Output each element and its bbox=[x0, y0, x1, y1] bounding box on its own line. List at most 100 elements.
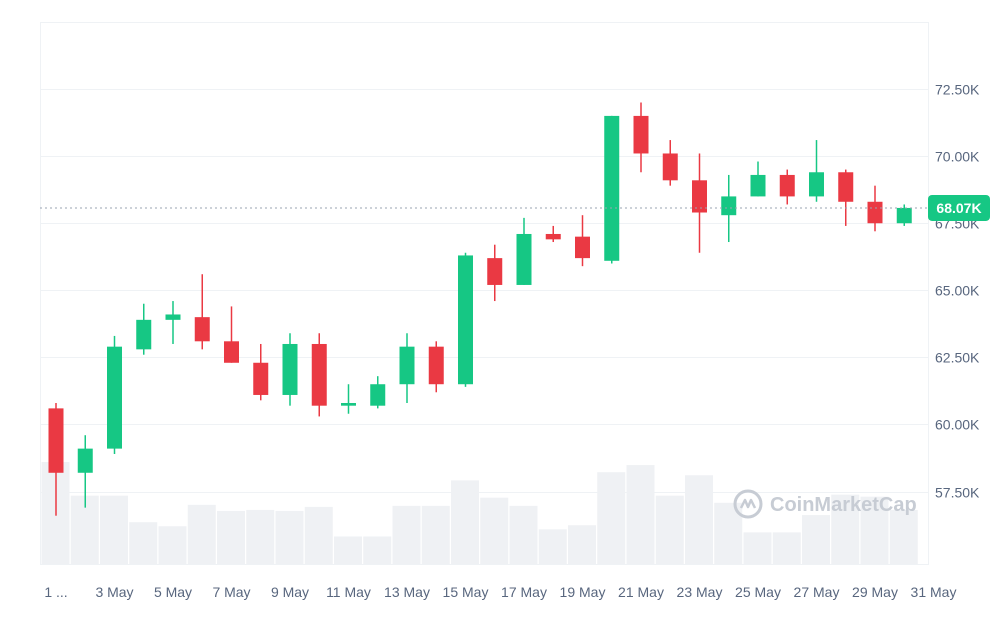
x-tick-label: 11 May bbox=[326, 584, 371, 600]
candle-body bbox=[107, 346, 122, 449]
x-tick-label: 27 May bbox=[794, 584, 840, 600]
candle-body bbox=[341, 403, 356, 406]
x-tick-label: 21 May bbox=[618, 584, 664, 600]
candle-down bbox=[575, 215, 590, 267]
candle-down bbox=[487, 244, 503, 302]
y-tick-label: 62.50K bbox=[935, 350, 980, 366]
coinmarketcap-logo-icon bbox=[733, 489, 763, 519]
candle-down bbox=[779, 169, 795, 205]
candle-body bbox=[77, 448, 93, 473]
candle-body bbox=[750, 174, 766, 197]
candle-body bbox=[838, 172, 854, 202]
x-tick-label: 23 May bbox=[677, 584, 723, 600]
candle-body bbox=[48, 408, 64, 473]
volume-bar bbox=[568, 525, 596, 564]
candle-down bbox=[428, 341, 444, 393]
volume-bar bbox=[129, 522, 158, 564]
volume-bar bbox=[743, 532, 772, 564]
candle-body bbox=[809, 172, 824, 197]
candle-body bbox=[633, 115, 649, 154]
candle-body bbox=[370, 384, 386, 406]
candle-up bbox=[516, 217, 532, 285]
x-tick-label: 5 May bbox=[154, 584, 192, 600]
candle-body bbox=[194, 317, 210, 342]
candle-down bbox=[311, 333, 327, 417]
candle-body bbox=[721, 196, 737, 216]
candles bbox=[48, 102, 912, 516]
candle-body bbox=[224, 341, 239, 363]
volume-bar bbox=[772, 532, 801, 564]
candle-body bbox=[311, 343, 327, 406]
candle-body bbox=[516, 233, 532, 285]
grid-lines bbox=[40, 89, 928, 493]
x-tick-label: 29 May bbox=[852, 584, 898, 600]
volume-bar bbox=[334, 536, 362, 564]
x-tick-label: 1 ... bbox=[44, 584, 67, 600]
candle-up bbox=[750, 161, 766, 197]
volume-bar bbox=[509, 505, 538, 564]
candle-up bbox=[721, 174, 737, 243]
x-tick-label: 25 May bbox=[735, 584, 781, 600]
candle-up bbox=[341, 384, 356, 414]
volume-bar bbox=[626, 465, 655, 564]
y-tick-label: 70.00K bbox=[935, 149, 980, 165]
candle-down bbox=[545, 225, 561, 243]
candle-body bbox=[165, 314, 181, 320]
x-tick-label: 3 May bbox=[95, 584, 133, 600]
candle-down bbox=[867, 185, 883, 232]
candle-body bbox=[282, 343, 298, 395]
y-axis: 57.50K60.00K62.50K65.00K67.50K70.00K72.5… bbox=[935, 82, 980, 501]
volume-bar bbox=[480, 497, 509, 564]
volume-bar bbox=[655, 495, 684, 564]
y-tick-label: 65.00K bbox=[935, 283, 980, 299]
candle-up bbox=[136, 303, 152, 355]
x-tick-label: 13 May bbox=[384, 584, 430, 600]
volume-bar bbox=[421, 505, 450, 564]
candle-up bbox=[809, 140, 824, 202]
watermark: CoinMarketCap bbox=[733, 489, 917, 519]
volume-bar bbox=[451, 480, 479, 564]
candle-body bbox=[253, 362, 269, 395]
volume-bar bbox=[217, 510, 245, 564]
candle-body bbox=[896, 207, 912, 224]
candle-up bbox=[604, 115, 620, 264]
x-tick-label: 17 May bbox=[501, 584, 547, 600]
candle-body bbox=[428, 346, 444, 385]
volume-bar bbox=[246, 509, 275, 564]
candle-body bbox=[692, 180, 707, 213]
candle-down bbox=[633, 102, 649, 173]
volume-bar bbox=[100, 495, 128, 564]
candle-down bbox=[253, 343, 269, 401]
volume-bar bbox=[363, 536, 392, 564]
candle-up bbox=[896, 204, 912, 226]
x-tick-label: 19 May bbox=[560, 584, 606, 600]
volume-bar bbox=[831, 494, 860, 564]
candle-body bbox=[545, 233, 561, 240]
x-axis: 1 ... 3 May 5 May 7 May 9 May 11 May 13 May 15 … bbox=[44, 584, 956, 600]
volume-bar bbox=[597, 472, 626, 564]
candle-body bbox=[136, 319, 152, 350]
candle-body bbox=[867, 201, 883, 224]
volume-bar bbox=[860, 496, 889, 564]
volume-bar bbox=[392, 505, 421, 564]
candle-down bbox=[224, 306, 239, 363]
candle-up bbox=[458, 252, 473, 387]
x-tick-label: 7 May bbox=[212, 584, 250, 600]
x-tick-label: 15 May bbox=[443, 584, 489, 600]
candle-body bbox=[487, 258, 503, 285]
candle-up bbox=[107, 335, 122, 454]
candle-body bbox=[779, 174, 795, 197]
volume-bar bbox=[889, 509, 918, 564]
current-price-badge: 68.07K bbox=[928, 194, 990, 221]
x-tick-label: 31 May bbox=[911, 584, 957, 600]
volume-bar bbox=[158, 526, 187, 564]
volume-bar bbox=[538, 529, 567, 564]
watermark-text: CoinMarketCap bbox=[770, 494, 917, 516]
candle-body bbox=[399, 346, 415, 385]
volume-bar bbox=[304, 506, 333, 564]
volume-bar bbox=[187, 504, 216, 564]
candle-down bbox=[838, 169, 854, 226]
candle-body bbox=[458, 255, 473, 385]
candle-down bbox=[662, 140, 678, 186]
current-price-label: 68.07K bbox=[936, 200, 981, 216]
